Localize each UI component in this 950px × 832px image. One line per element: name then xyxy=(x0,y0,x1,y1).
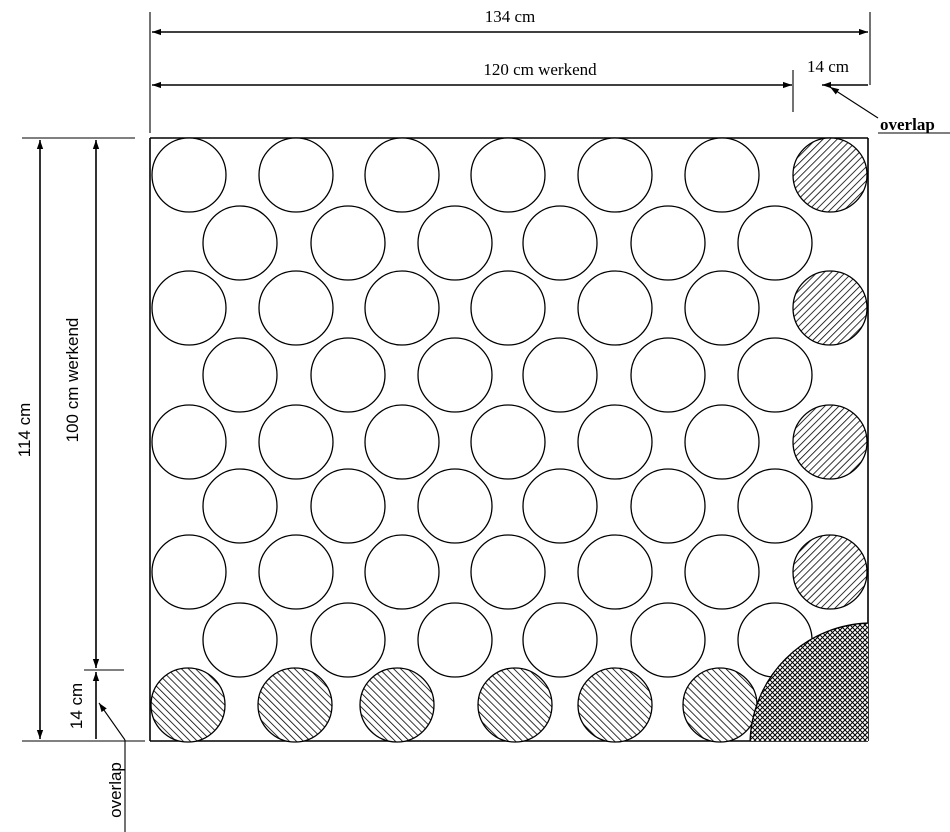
overlap-hatched-circle xyxy=(792,534,868,610)
overlap-hatched-circle xyxy=(577,667,653,743)
total-width-label: 134 cm xyxy=(485,7,536,26)
plain-circle xyxy=(577,137,653,213)
plain-circle xyxy=(737,468,813,544)
overlap-right-label: overlap xyxy=(880,115,935,134)
working-width-label: 120 cm werkend xyxy=(483,60,597,79)
plain-circle xyxy=(417,337,493,413)
plain-circle xyxy=(364,137,440,213)
plain-circle xyxy=(258,137,334,213)
overlap-height-label: 14 cm xyxy=(67,683,86,729)
plain-circle xyxy=(202,602,278,678)
dim-overlap-height: 14 cm overlap xyxy=(67,672,126,832)
plain-circle xyxy=(470,270,546,346)
plain-circle xyxy=(522,468,598,544)
plain-circle xyxy=(258,270,334,346)
dim-working-height: 100 cm werkend xyxy=(63,140,124,671)
plain-circle xyxy=(202,337,278,413)
overlap-hatched-circle xyxy=(792,137,868,213)
plain-circle xyxy=(417,468,493,544)
plain-circle xyxy=(258,404,334,480)
plain-circle xyxy=(630,205,706,281)
plain-circle xyxy=(470,404,546,480)
corner-overlap-circle xyxy=(749,622,868,741)
plain-circle xyxy=(364,404,440,480)
plain-circle xyxy=(202,205,278,281)
dim-total-width: 134 cm xyxy=(149,7,871,133)
plain-circle xyxy=(364,270,440,346)
plain-circle xyxy=(364,534,440,610)
circle-grid xyxy=(150,137,868,743)
plain-circle xyxy=(310,205,386,281)
overlap-bottom-label: overlap xyxy=(106,762,125,818)
plain-circle xyxy=(684,404,760,480)
plain-circle xyxy=(630,468,706,544)
plain-circle xyxy=(630,337,706,413)
plain-circle xyxy=(737,205,813,281)
plain-circle xyxy=(684,270,760,346)
plain-circle xyxy=(417,205,493,281)
dim-overlap-width: 14 cm overlap xyxy=(807,57,950,134)
overlap-hatched-circle xyxy=(682,667,758,743)
plain-circle xyxy=(258,534,334,610)
plain-circle xyxy=(470,137,546,213)
overlap-hatched-circle xyxy=(150,667,226,743)
overlap-hatched-circle xyxy=(792,404,868,480)
plain-circle xyxy=(310,602,386,678)
plain-circle xyxy=(470,534,546,610)
plain-circle xyxy=(417,602,493,678)
plain-circle xyxy=(310,337,386,413)
overlap-hatched-circle xyxy=(359,667,435,743)
plain-circle xyxy=(202,468,278,544)
plain-circle xyxy=(684,137,760,213)
working-height-label: 100 cm werkend xyxy=(63,318,82,443)
plain-circle xyxy=(151,534,227,610)
plain-circle xyxy=(630,602,706,678)
overlap-hatched-circle xyxy=(257,667,333,743)
plain-circle xyxy=(310,468,386,544)
plain-circle xyxy=(577,404,653,480)
plain-circle xyxy=(577,270,653,346)
plain-circle xyxy=(577,534,653,610)
plain-circle xyxy=(151,137,227,213)
total-height-label: 114 cm xyxy=(15,403,34,458)
overlap-hatched-circle xyxy=(477,667,553,743)
dim-total-height: 114 cm xyxy=(15,137,145,742)
plain-circle xyxy=(684,534,760,610)
overlap-width-label: 14 cm xyxy=(807,57,849,76)
dim-working-width: 120 cm werkend xyxy=(152,60,794,112)
plain-circle xyxy=(522,602,598,678)
plain-circle xyxy=(151,404,227,480)
plain-circle xyxy=(737,337,813,413)
plain-circle xyxy=(522,205,598,281)
overlap-hatched-circle xyxy=(792,270,868,346)
plain-circle xyxy=(151,270,227,346)
plain-circle xyxy=(522,337,598,413)
